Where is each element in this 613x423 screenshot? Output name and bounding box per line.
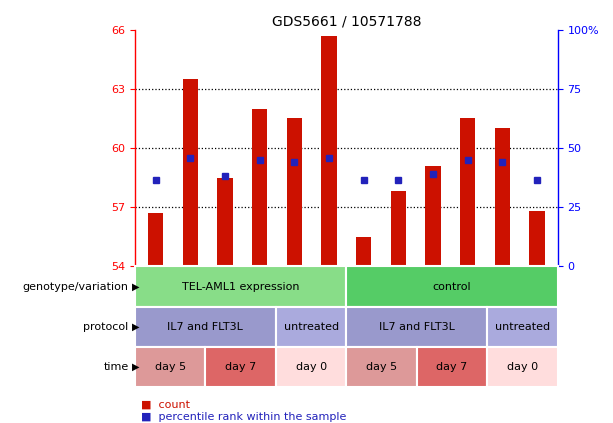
Text: ■  count: ■ count bbox=[141, 399, 190, 409]
Bar bbox=[487, 307, 558, 346]
Bar bbox=[286, 118, 302, 266]
Text: untreated: untreated bbox=[495, 321, 550, 332]
Bar bbox=[252, 109, 267, 266]
Text: ■  percentile rank within the sample: ■ percentile rank within the sample bbox=[141, 412, 346, 422]
Bar bbox=[346, 346, 417, 387]
Text: protocol: protocol bbox=[83, 321, 129, 332]
Bar bbox=[495, 128, 510, 266]
Text: ▶: ▶ bbox=[132, 362, 139, 372]
Title: GDS5661 / 10571788: GDS5661 / 10571788 bbox=[272, 14, 421, 28]
Text: TEL-AML1 expression: TEL-AML1 expression bbox=[182, 282, 299, 291]
Text: day 7: day 7 bbox=[225, 362, 256, 372]
Text: IL7 and FLT3L: IL7 and FLT3L bbox=[167, 321, 243, 332]
Text: untreated: untreated bbox=[284, 321, 338, 332]
Bar bbox=[346, 266, 558, 307]
Text: ▶: ▶ bbox=[132, 282, 139, 291]
Bar bbox=[135, 307, 276, 346]
Bar bbox=[425, 166, 441, 266]
Text: IL7 and FLT3L: IL7 and FLT3L bbox=[379, 321, 455, 332]
Bar bbox=[217, 178, 233, 266]
Bar bbox=[135, 346, 205, 387]
Bar bbox=[356, 237, 371, 266]
Bar bbox=[148, 213, 164, 266]
Bar bbox=[390, 192, 406, 266]
Bar bbox=[276, 346, 346, 387]
Bar bbox=[487, 346, 558, 387]
Bar bbox=[460, 118, 476, 266]
Text: time: time bbox=[104, 362, 129, 372]
Text: day 7: day 7 bbox=[436, 362, 468, 372]
Bar bbox=[529, 211, 545, 266]
Bar bbox=[321, 36, 337, 266]
Text: day 5: day 5 bbox=[154, 362, 186, 372]
Text: ▶: ▶ bbox=[132, 321, 139, 332]
Text: control: control bbox=[433, 282, 471, 291]
Bar bbox=[183, 79, 198, 266]
Bar bbox=[205, 346, 276, 387]
Text: day 5: day 5 bbox=[366, 362, 397, 372]
Bar bbox=[276, 307, 346, 346]
Text: genotype/variation: genotype/variation bbox=[23, 282, 129, 291]
Text: day 0: day 0 bbox=[507, 362, 538, 372]
Bar bbox=[135, 266, 346, 307]
Bar bbox=[346, 307, 487, 346]
Text: day 0: day 0 bbox=[295, 362, 327, 372]
Bar bbox=[417, 346, 487, 387]
